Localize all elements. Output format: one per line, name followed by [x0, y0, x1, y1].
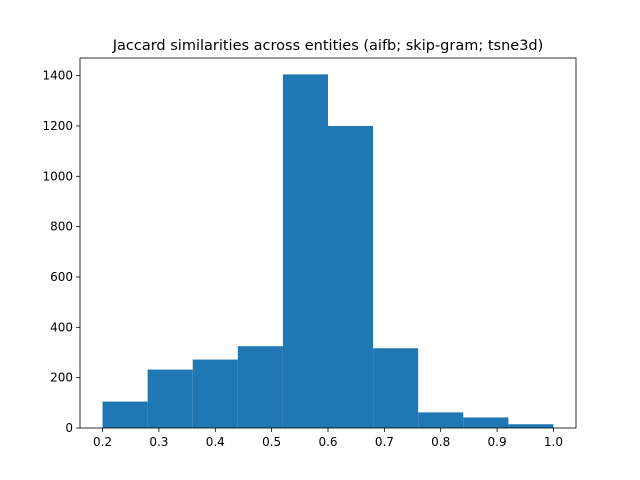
histogram-bar — [192, 359, 238, 428]
x-tick-label: 1.0 — [544, 435, 563, 449]
y-tick-label: 800 — [50, 220, 73, 234]
histogram-bar — [508, 424, 554, 428]
histogram-bar — [282, 74, 328, 429]
y-tick-label: 1000 — [42, 169, 73, 183]
x-tick-label: 0.2 — [93, 435, 112, 449]
x-tick-label: 0.5 — [262, 435, 281, 449]
histogram-bar — [373, 348, 419, 428]
x-tick-label: 0.3 — [149, 435, 168, 449]
histogram-bar — [147, 369, 193, 428]
x-tick-label: 0.4 — [206, 435, 225, 449]
histogram-bar — [463, 417, 509, 428]
chart-title: Jaccard similarities across entities (ai… — [112, 38, 544, 54]
y-tick-label: 0 — [65, 421, 73, 435]
histogram-bar — [237, 346, 283, 428]
y-tick-label: 1400 — [42, 69, 73, 83]
x-tick-label: 0.6 — [318, 435, 337, 449]
y-tick-label: 400 — [50, 320, 73, 334]
x-axis: 0.2 0.3 0.4 0.5 0.6 0.7 0.8 0.9 1.0 — [93, 428, 563, 449]
x-tick-label: 0.8 — [431, 435, 450, 449]
x-tick-label: 0.9 — [488, 435, 507, 449]
bars-group — [102, 74, 554, 429]
x-tick-label: 0.7 — [375, 435, 394, 449]
y-axis: 0 200 400 600 800 1000 1200 1400 — [42, 69, 80, 435]
histogram-bar — [328, 125, 374, 429]
histogram-bar — [418, 412, 464, 428]
y-tick-label: 200 — [50, 371, 73, 385]
histogram-bar — [102, 401, 148, 428]
y-tick-label: 1200 — [42, 119, 73, 133]
y-tick-label: 600 — [50, 270, 73, 284]
